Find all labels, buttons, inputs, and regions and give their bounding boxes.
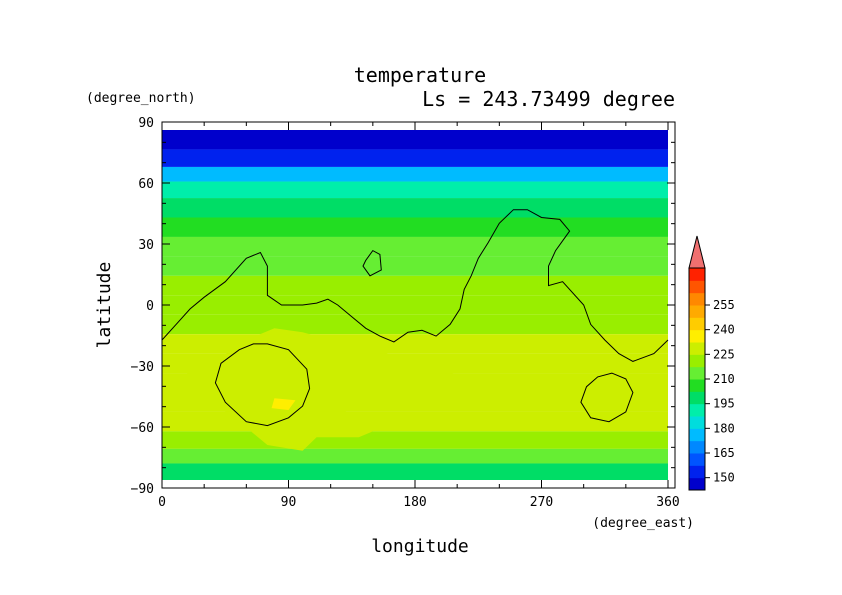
colorbar-tick-label: 240 <box>713 323 735 337</box>
y-units-label: (degree_north) <box>86 91 196 106</box>
y-tick-label: 30 <box>138 238 154 253</box>
colorbar-segment <box>689 477 705 491</box>
axes: 0 90 180 270 360 90 60 30 0 −30 −60 −90 <box>131 116 680 510</box>
temperature-field <box>162 130 668 480</box>
x-tick-label: 180 <box>403 495 426 510</box>
colorbar-extend-arrow <box>688 235 706 269</box>
colorbar-segment <box>689 465 705 479</box>
colorbar-segment <box>689 268 705 281</box>
x-tick-label: 0 <box>158 495 166 510</box>
lat-band <box>162 256 668 276</box>
y-tick-label: −60 <box>131 421 154 436</box>
colorbar-segment <box>689 354 705 368</box>
lat-band <box>162 448 668 464</box>
y-axis-label: latitude <box>94 262 115 349</box>
colorbar-segment <box>689 416 705 429</box>
colorbar-segment <box>689 292 705 306</box>
lat-band <box>162 217 668 237</box>
lat-band <box>162 149 668 167</box>
colorbar-tick-label: 255 <box>713 298 735 312</box>
colorbar-segment <box>689 342 705 355</box>
lat-band <box>162 166 668 182</box>
lat-band <box>162 314 668 335</box>
contour-line <box>580 372 634 423</box>
colorbar-segment <box>689 453 705 466</box>
y-tick-label: −90 <box>131 482 154 497</box>
lat-band <box>162 295 668 315</box>
colorbar-segment <box>689 305 705 318</box>
colorbar-segment <box>689 366 705 380</box>
x-tick-label: 90 <box>281 495 297 510</box>
colorbar-segment <box>689 428 705 442</box>
contour-lines <box>162 209 669 427</box>
lat-band <box>162 463 668 480</box>
x-tick-label: 270 <box>530 495 553 510</box>
lat-band <box>162 181 668 199</box>
x-axis-label: longitude <box>371 536 469 557</box>
colorbar-segment <box>689 391 705 405</box>
colorbar-tick-label: 165 <box>713 446 735 460</box>
colorbar-tick-label: 195 <box>713 397 735 411</box>
contour-line <box>214 343 311 427</box>
contour-line <box>362 249 382 277</box>
y-tick-label: −30 <box>131 360 154 375</box>
contour-line <box>162 209 669 362</box>
x-tick-label: 360 <box>656 495 679 510</box>
colorbar-segment <box>689 317 705 331</box>
colorbar-tick-label: 225 <box>713 347 735 361</box>
colorbar: 150 165 180 195 210 225 240 255 <box>688 235 735 491</box>
lat-band <box>162 236 668 257</box>
y-tick-label: 0 <box>146 299 154 314</box>
x-units-label: (degree_east) <box>592 516 694 531</box>
colorbar-segment <box>689 440 705 454</box>
colorbar-segment <box>689 379 705 392</box>
hot-spot <box>271 398 296 410</box>
warm-region <box>183 328 479 451</box>
colorbar-tick-label: 150 <box>713 471 735 485</box>
chart-subtitle: Ls = 243.73499 degree <box>422 87 675 111</box>
lat-band <box>162 275 668 296</box>
lat-band <box>162 130 668 150</box>
colorbar-segment <box>689 280 705 294</box>
lat-band <box>162 431 668 449</box>
colorbar-tick-label: 210 <box>713 372 735 386</box>
colorbar-segment <box>689 329 705 343</box>
lat-band <box>162 198 668 218</box>
chart-title: temperature <box>354 63 486 87</box>
y-tick-label: 90 <box>138 116 154 131</box>
colorbar-tick-label: 180 <box>713 421 735 435</box>
y-tick-label: 60 <box>138 177 154 192</box>
colorbar-segment <box>689 403 705 417</box>
